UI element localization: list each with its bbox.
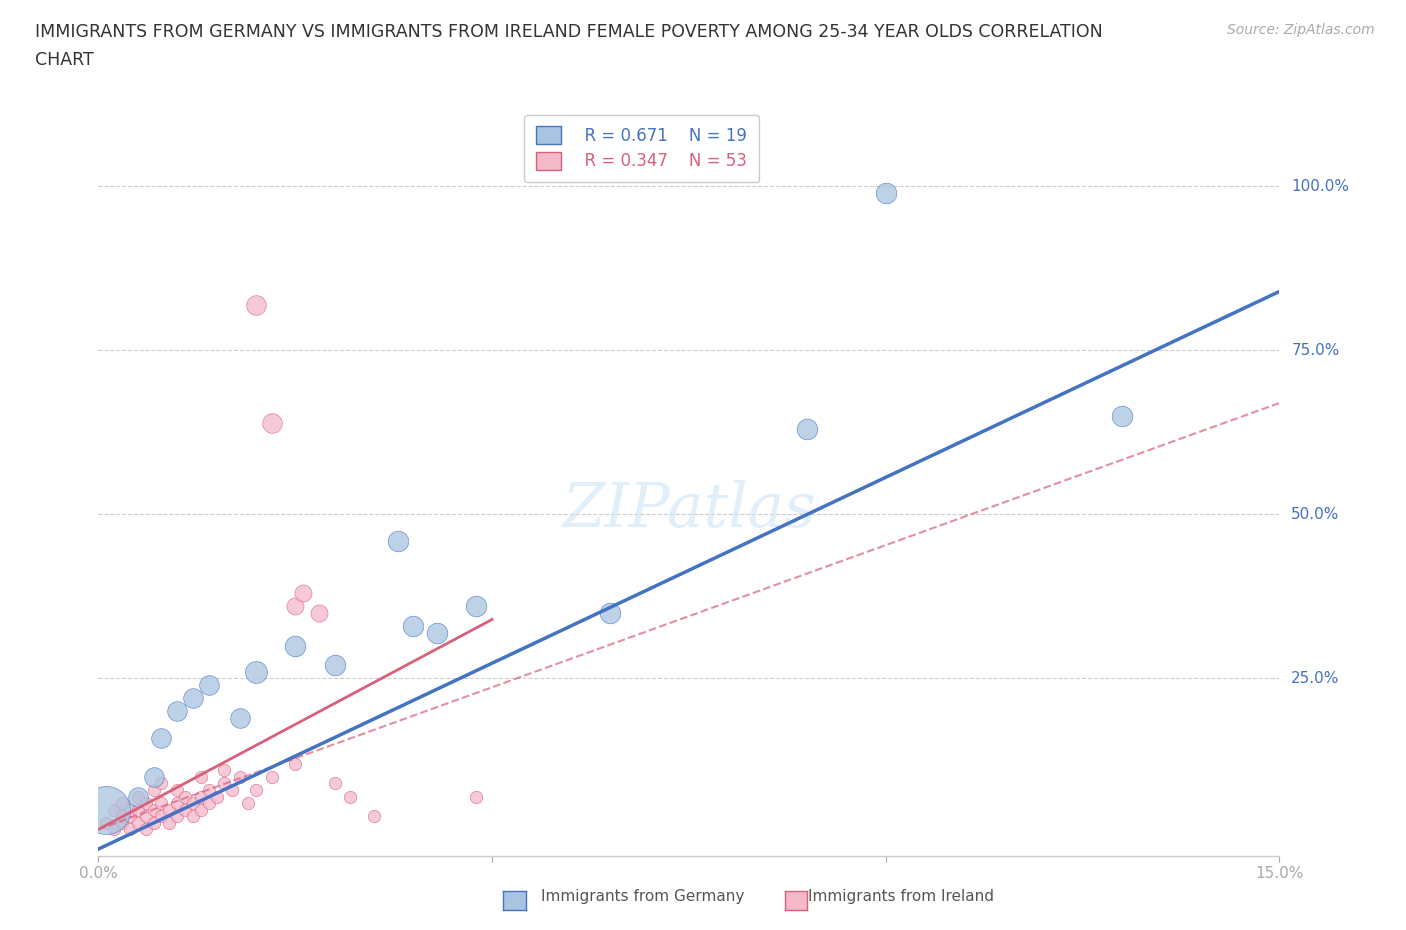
Point: [245, 664, 267, 679]
Text: Immigrants from Ireland: Immigrants from Ireland: [808, 889, 994, 904]
Point: [127, 803, 149, 817]
Point: [323, 658, 346, 672]
Point: [245, 298, 267, 312]
Point: [111, 809, 134, 824]
Point: [150, 730, 173, 745]
Point: [284, 599, 307, 614]
Point: [96, 803, 118, 817]
Point: [465, 599, 488, 614]
Point: [103, 822, 125, 837]
Text: ZIPatlas: ZIPatlas: [562, 480, 815, 540]
Point: [308, 605, 330, 620]
Text: 75.0%: 75.0%: [1291, 343, 1340, 358]
Text: CHART: CHART: [35, 51, 94, 69]
Point: [166, 782, 188, 797]
Point: [229, 769, 252, 784]
Point: [284, 638, 307, 653]
Point: [363, 809, 385, 824]
Point: [166, 809, 188, 824]
Point: [157, 816, 180, 830]
Point: [174, 790, 197, 804]
Point: [875, 186, 897, 201]
Point: [387, 533, 409, 548]
Point: [426, 625, 449, 640]
Point: [599, 605, 621, 620]
Text: 50.0%: 50.0%: [1291, 507, 1340, 522]
Point: [135, 796, 157, 811]
Point: [96, 816, 118, 830]
Point: [796, 422, 818, 437]
Point: [150, 809, 173, 824]
Point: [135, 809, 157, 824]
Point: [181, 809, 204, 824]
Point: [127, 790, 149, 804]
Point: [402, 618, 425, 633]
Point: [118, 822, 141, 837]
Point: [260, 769, 283, 784]
Point: [142, 769, 165, 784]
Point: [135, 822, 157, 837]
Point: [150, 776, 173, 790]
Point: [190, 790, 212, 804]
Point: [142, 803, 165, 817]
Point: [190, 769, 212, 784]
Text: Source: ZipAtlas.com: Source: ZipAtlas.com: [1227, 23, 1375, 37]
Legend:   R = 0.671    N = 19,   R = 0.347    N = 53: R = 0.671 N = 19, R = 0.347 N = 53: [524, 114, 759, 182]
Point: [142, 816, 165, 830]
Point: [323, 776, 346, 790]
Point: [292, 586, 315, 601]
Point: [142, 782, 165, 797]
Point: [229, 711, 252, 725]
Point: [111, 816, 134, 830]
Point: [118, 803, 141, 817]
Point: [150, 796, 173, 811]
Point: [166, 704, 188, 719]
Point: [197, 796, 219, 811]
Text: 100.0%: 100.0%: [1291, 179, 1350, 194]
Point: [190, 803, 212, 817]
Point: [166, 796, 188, 811]
Point: [103, 803, 125, 817]
Point: [157, 803, 180, 817]
Point: [205, 790, 228, 804]
Point: [236, 796, 259, 811]
Point: [465, 790, 488, 804]
Text: Immigrants from Germany: Immigrants from Germany: [541, 889, 745, 904]
Point: [174, 803, 197, 817]
Point: [284, 756, 307, 771]
Point: [181, 691, 204, 706]
Point: [197, 678, 219, 693]
Point: [127, 790, 149, 804]
Point: [221, 782, 243, 797]
Point: [214, 776, 236, 790]
Point: [181, 796, 204, 811]
Text: IMMIGRANTS FROM GERMANY VS IMMIGRANTS FROM IRELAND FEMALE POVERTY AMONG 25-34 YE: IMMIGRANTS FROM GERMANY VS IMMIGRANTS FR…: [35, 23, 1102, 41]
Point: [111, 796, 134, 811]
Point: [260, 415, 283, 430]
Point: [197, 782, 219, 797]
Point: [339, 790, 361, 804]
Point: [118, 809, 141, 824]
Point: [245, 782, 267, 797]
Point: [127, 816, 149, 830]
Point: [1111, 408, 1133, 423]
Point: [214, 763, 236, 777]
Text: 25.0%: 25.0%: [1291, 671, 1340, 686]
